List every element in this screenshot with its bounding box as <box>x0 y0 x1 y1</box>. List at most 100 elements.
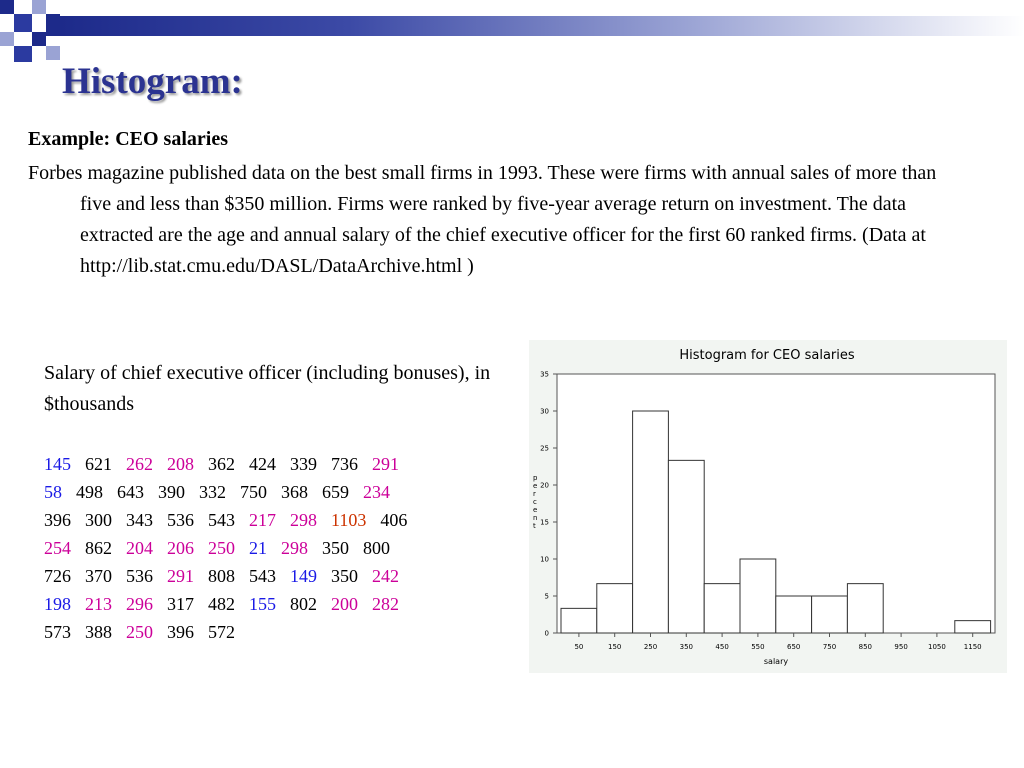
salary-value: 621 <box>85 454 112 474</box>
salary-value: 543 <box>208 510 235 530</box>
salary-value: 1103 <box>331 510 367 530</box>
salary-data-list: 145 621 262 208 362 424 339 736 291 58 498 643 390 33… <box>44 450 514 646</box>
chart-title: Histogram for CEO salaries <box>679 348 855 363</box>
x-tick-label: 50 <box>574 643 583 651</box>
salary-value: 536 <box>167 510 194 530</box>
salary-value: 862 <box>85 538 112 558</box>
histogram-chart: Histogram for CEO salaries 0 5 10 15 20 25 30 3… <box>529 340 1007 673</box>
y-axis-label-char: e <box>533 506 537 514</box>
y-axis-label-char: n <box>533 514 537 522</box>
histogram-bar-550 <box>739 558 777 634</box>
x-tick-label: 750 <box>823 643 836 651</box>
y-tick-label: 15 <box>540 519 549 527</box>
salary-value: 300 <box>85 510 112 530</box>
salary-value: 406 <box>380 510 408 530</box>
histogram-bar-250 <box>632 410 669 634</box>
salary-value: 155 <box>249 594 276 614</box>
salary-row: 254 862 204 206 250 21 298 350 800 <box>44 534 514 562</box>
example-heading: Example: CEO salaries <box>28 128 228 150</box>
header-gradient-bar <box>60 16 1024 36</box>
salary-value: 58 <box>44 482 62 502</box>
salary-value: 390 <box>158 482 185 502</box>
salary-value: 254 <box>44 538 71 558</box>
salary-value: 291 <box>372 454 399 474</box>
salary-value: 368 <box>281 482 308 502</box>
salary-value: 282 <box>372 594 399 614</box>
x-tick-label: 950 <box>894 643 907 651</box>
salary-value: 370 <box>85 566 112 586</box>
x-tick-label: 650 <box>787 643 800 651</box>
salary-value: 242 <box>372 566 399 586</box>
salary-value: 362 <box>208 454 235 474</box>
salary-value: 498 <box>76 482 103 502</box>
salary-value: 296 <box>126 594 153 614</box>
salary-row: 396 300 343 536 543 217 298 1103 406 <box>44 506 514 534</box>
salary-value: 802 <box>290 594 317 614</box>
salary-value: 213 <box>85 594 112 614</box>
salary-value: 21 <box>249 538 267 558</box>
x-tick-label: 150 <box>608 643 621 651</box>
y-tick-label: 10 <box>540 556 549 564</box>
x-tick-label: 450 <box>715 643 728 651</box>
salary-value: 543 <box>249 566 276 586</box>
histogram-svg: Histogram for CEO salaries 0 5 10 15 20 25 30 3… <box>533 348 996 666</box>
salary-value: 339 <box>290 454 317 474</box>
y-tick-label: 20 <box>540 482 549 490</box>
x-tick-label: 350 <box>680 643 693 651</box>
x-tick-label: 550 <box>751 643 764 651</box>
salary-value: 808 <box>208 566 235 586</box>
histogram-bar-50 <box>560 607 598 634</box>
salary-value: 350 <box>322 538 349 558</box>
histogram-bar-350 <box>667 459 705 634</box>
salary-value: 198 <box>44 594 71 614</box>
salary-value: 800 <box>363 538 390 558</box>
salary-value: 206 <box>167 538 194 558</box>
salary-value: 482 <box>208 594 235 614</box>
salary-value: 200 <box>331 594 358 614</box>
salary-row: 145 621 262 208 362 424 339 736 291 <box>44 450 514 478</box>
histogram-bar-450 <box>703 583 741 634</box>
y-axis-label-char: p <box>533 474 538 482</box>
salary-value: 262 <box>126 454 153 474</box>
salary-description: Salary of chief executive officer (inclu… <box>44 362 491 415</box>
y-tick-label: 30 <box>540 408 549 416</box>
histogram-bar-850 <box>846 583 884 634</box>
y-tick-label: 25 <box>540 445 549 453</box>
salary-value: 750 <box>240 482 267 502</box>
salary-value: 659 <box>322 482 349 502</box>
salary-value: 536 <box>126 566 153 586</box>
salary-value: 149 <box>290 566 317 586</box>
salary-value: 388 <box>85 622 112 642</box>
salary-value: 643 <box>117 482 144 502</box>
salary-value: 250 <box>126 622 153 642</box>
salary-row: 198 213 296 317 482 155 802 200 282 <box>44 590 514 618</box>
y-axis-label-char: e <box>533 482 537 490</box>
y-axis-label-char: c <box>533 498 537 506</box>
intro-paragraph: Forbes magazine published data on the be… <box>28 162 937 277</box>
x-tick-label: 850 <box>859 643 872 651</box>
y-axis-label-char: r <box>533 490 536 498</box>
salary-value: 204 <box>126 538 153 558</box>
salary-value: 145 <box>44 454 71 474</box>
histogram-bar-150 <box>596 583 634 634</box>
salary-row: 726 370 536 291 808 543 149 350 242 <box>44 562 514 590</box>
salary-value: 396 <box>44 510 71 530</box>
salary-value: 298 <box>290 510 317 530</box>
histogram-bar-650 <box>775 595 813 634</box>
salary-value: 726 <box>44 566 71 586</box>
salary-row: 573 388 250 396 572 <box>44 618 514 646</box>
salary-value: 350 <box>331 566 358 586</box>
y-tick-label: 5 <box>545 593 549 601</box>
x-tick-label: 1050 <box>928 643 946 651</box>
x-tick-label: 250 <box>644 643 657 651</box>
y-tick-label: 0 <box>545 630 549 638</box>
salary-value: 396 <box>167 622 194 642</box>
salary-value: 424 <box>249 454 276 474</box>
salary-value: 234 <box>363 482 390 502</box>
salary-value: 317 <box>167 594 194 614</box>
slide-title: Histogram: <box>62 61 243 102</box>
salary-value: 291 <box>167 566 194 586</box>
salary-value: 573 <box>44 622 71 642</box>
y-axis-label-char: t <box>533 522 536 530</box>
salary-value: 343 <box>126 510 153 530</box>
